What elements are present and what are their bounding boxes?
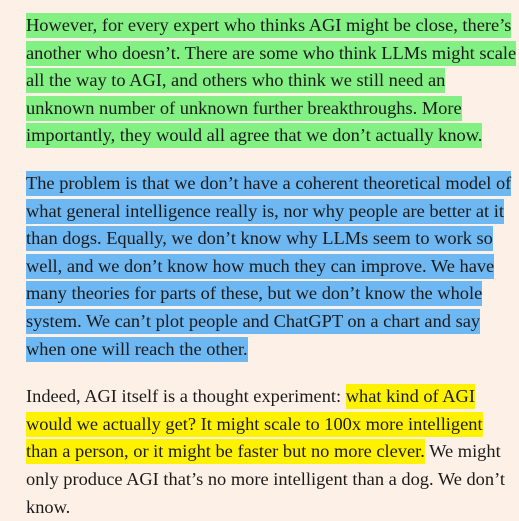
highlighted-text[interactable]: The problem is that we don’t have a cohe…	[26, 170, 512, 196]
highlighted-text[interactable]: many theories for parts of these, but we…	[26, 281, 483, 307]
highlighted-text[interactable]: importantly, they would all agree that w…	[26, 123, 483, 149]
highlighted-text[interactable]: than a person, or it might be faster but…	[26, 439, 425, 465]
highlighted-text[interactable]: system. We can’t plot people and ChatGPT…	[26, 308, 481, 334]
highlighted-text[interactable]: unknown number of unknown further breakt…	[26, 95, 462, 121]
highlighted-text[interactable]: when one will reach the other.	[26, 336, 248, 362]
highlighted-text[interactable]: what kind of AGI	[345, 384, 475, 410]
highlighted-text[interactable]: what general intelligence really is, nor…	[26, 198, 504, 224]
plain-text: We might	[424, 441, 501, 462]
article-body: However, for every expert who thinks AGI…	[26, 12, 518, 521]
paragraph-blue-highlight: The problem is that we don’t have a cohe…	[26, 170, 518, 363]
highlighted-text[interactable]: However, for every expert who thinks AGI…	[26, 13, 512, 38]
highlighted-text[interactable]: another who doesn’t. There are some who …	[26, 40, 517, 66]
highlighted-text[interactable]: than dogs. Equally, we don’t know why LL…	[26, 226, 493, 252]
highlighted-text[interactable]: all the way to AGI, and others who think…	[26, 68, 446, 94]
plain-text: only produce AGI that’s no more intellig…	[26, 468, 505, 489]
highlighted-text[interactable]: would we actually get? It might scale to…	[26, 411, 483, 437]
paragraph-yellow-highlight: Indeed, AGI itself is a thought experime…	[26, 383, 518, 521]
paragraph-green-highlight: However, for every expert who thinks AGI…	[26, 12, 518, 150]
plain-text: Indeed, AGI itself is a thought experime…	[26, 386, 346, 407]
highlighted-text[interactable]: well, and we don’t know how much they ca…	[26, 253, 495, 279]
